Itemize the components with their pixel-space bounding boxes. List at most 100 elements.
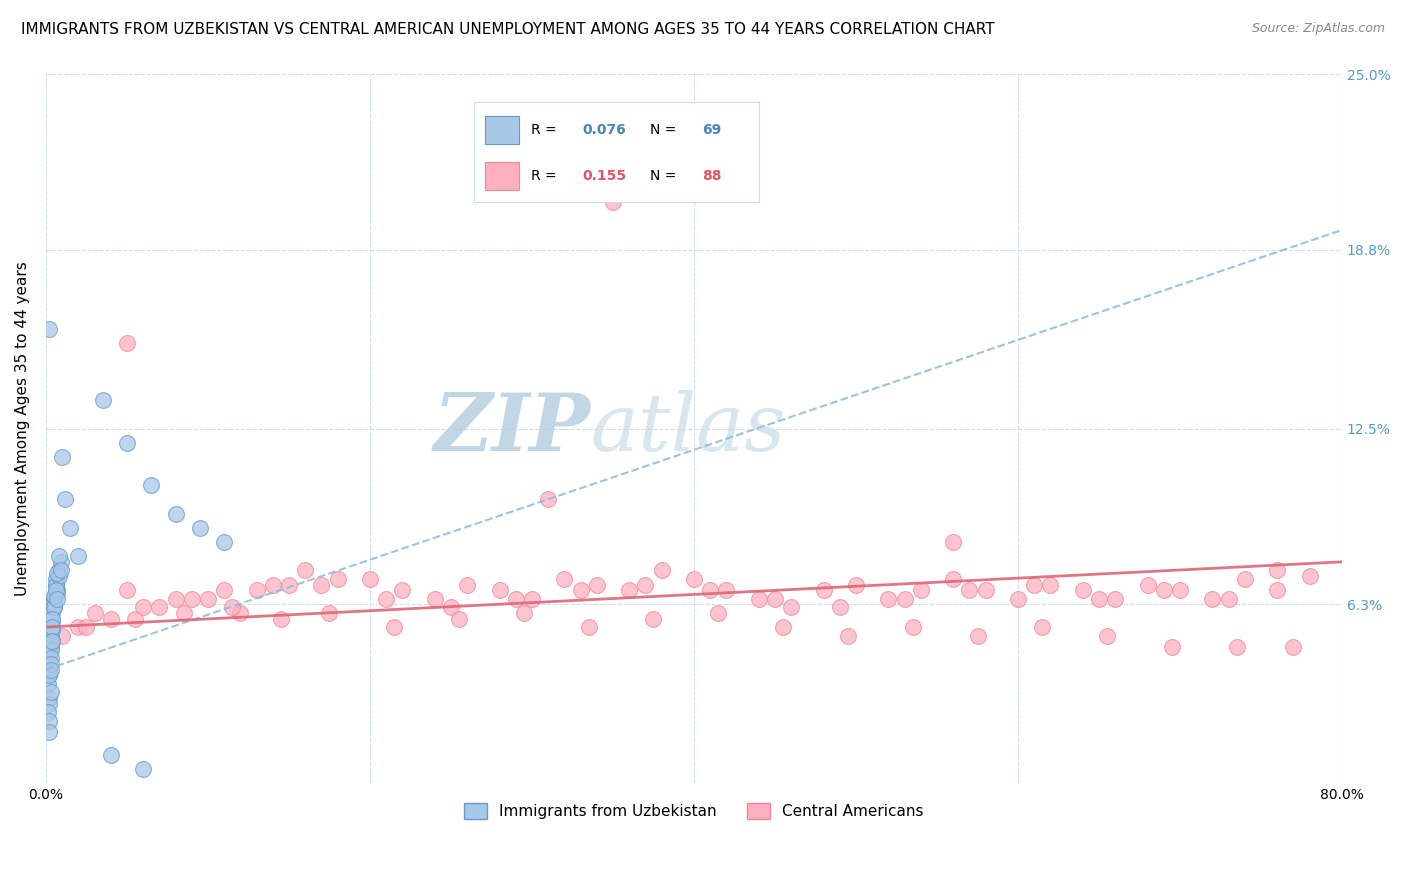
Point bbox=[1168, 583, 1191, 598]
Point bbox=[45, 583, 67, 598]
Point bbox=[41, 611, 63, 625]
Text: ZIP: ZIP bbox=[433, 390, 591, 467]
Point bbox=[651, 563, 673, 577]
Point bbox=[1161, 640, 1184, 654]
Point bbox=[173, 606, 195, 620]
Point bbox=[877, 591, 900, 606]
Point bbox=[974, 583, 997, 598]
Point bbox=[38, 620, 60, 634]
Text: IMMIGRANTS FROM UZBEKISTAN VS CENTRAL AMERICAN UNEMPLOYMENT AMONG AGES 35 TO 44 : IMMIGRANTS FROM UZBEKISTAN VS CENTRAL AM… bbox=[21, 22, 994, 37]
Point bbox=[38, 714, 60, 728]
Point bbox=[942, 535, 965, 549]
Point bbox=[197, 591, 219, 606]
Point bbox=[553, 572, 575, 586]
Point bbox=[39, 634, 62, 648]
Point bbox=[55, 492, 77, 507]
Point bbox=[38, 690, 60, 705]
Y-axis label: Unemployment Among Ages 35 to 44 years: Unemployment Among Ages 35 to 44 years bbox=[15, 261, 30, 596]
Point bbox=[910, 583, 932, 598]
Point bbox=[1265, 563, 1288, 577]
Point bbox=[837, 629, 859, 643]
Point bbox=[41, 634, 63, 648]
Point bbox=[141, 478, 163, 492]
Point bbox=[59, 521, 82, 535]
Point bbox=[115, 336, 138, 351]
Point bbox=[49, 563, 72, 577]
Point bbox=[221, 600, 243, 615]
Point bbox=[42, 600, 65, 615]
Point bbox=[537, 492, 560, 507]
Point bbox=[311, 577, 333, 591]
Point bbox=[619, 583, 641, 598]
Point bbox=[391, 583, 413, 598]
Point bbox=[440, 600, 463, 615]
Point bbox=[165, 591, 187, 606]
Point bbox=[48, 569, 70, 583]
Point bbox=[37, 654, 59, 668]
Point bbox=[1226, 640, 1249, 654]
Point bbox=[449, 611, 471, 625]
Point bbox=[707, 606, 730, 620]
Point bbox=[100, 747, 122, 762]
Point bbox=[813, 583, 835, 598]
Point bbox=[46, 566, 69, 581]
Point bbox=[513, 606, 536, 620]
Point bbox=[42, 598, 65, 612]
Point bbox=[245, 583, 267, 598]
Point bbox=[48, 549, 70, 563]
Point bbox=[39, 640, 62, 654]
Point bbox=[42, 589, 65, 603]
Point bbox=[37, 705, 59, 719]
Point bbox=[38, 725, 60, 739]
Point bbox=[359, 572, 381, 586]
Point bbox=[37, 642, 59, 657]
Point bbox=[132, 600, 155, 615]
Point bbox=[1095, 629, 1118, 643]
Point bbox=[643, 611, 665, 625]
Point bbox=[212, 535, 235, 549]
Point bbox=[188, 521, 211, 535]
Point bbox=[966, 629, 988, 643]
Point bbox=[716, 583, 738, 598]
Text: Source: ZipAtlas.com: Source: ZipAtlas.com bbox=[1251, 22, 1385, 36]
Point bbox=[569, 583, 592, 598]
Point bbox=[67, 620, 90, 634]
Point bbox=[132, 762, 155, 776]
Point bbox=[38, 697, 60, 711]
Point bbox=[1031, 620, 1053, 634]
Point bbox=[212, 583, 235, 598]
Point bbox=[699, 583, 721, 598]
Point bbox=[901, 620, 924, 634]
Point bbox=[520, 591, 543, 606]
Point bbox=[39, 629, 62, 643]
Point bbox=[748, 591, 770, 606]
Point bbox=[39, 651, 62, 665]
Point bbox=[683, 572, 706, 586]
Point bbox=[37, 648, 59, 663]
Point bbox=[100, 611, 122, 625]
Point bbox=[1088, 591, 1111, 606]
Point bbox=[294, 563, 316, 577]
Point bbox=[45, 572, 67, 586]
Point bbox=[38, 625, 60, 640]
Point bbox=[41, 620, 63, 634]
Point bbox=[39, 657, 62, 671]
Point bbox=[48, 563, 70, 577]
Point bbox=[229, 606, 252, 620]
Point bbox=[1298, 569, 1320, 583]
Point bbox=[634, 577, 657, 591]
Point bbox=[38, 648, 60, 663]
Point bbox=[38, 322, 60, 336]
Point bbox=[578, 620, 600, 634]
Point bbox=[382, 620, 405, 634]
Point bbox=[83, 606, 105, 620]
Point bbox=[1233, 572, 1256, 586]
Point bbox=[115, 435, 138, 450]
Legend: Immigrants from Uzbekistan, Central Americans: Immigrants from Uzbekistan, Central Amer… bbox=[458, 797, 931, 825]
Point bbox=[270, 611, 292, 625]
Point bbox=[39, 663, 62, 677]
Point bbox=[38, 663, 60, 677]
Point bbox=[1007, 591, 1029, 606]
Point bbox=[1024, 577, 1046, 591]
Point bbox=[37, 677, 59, 691]
